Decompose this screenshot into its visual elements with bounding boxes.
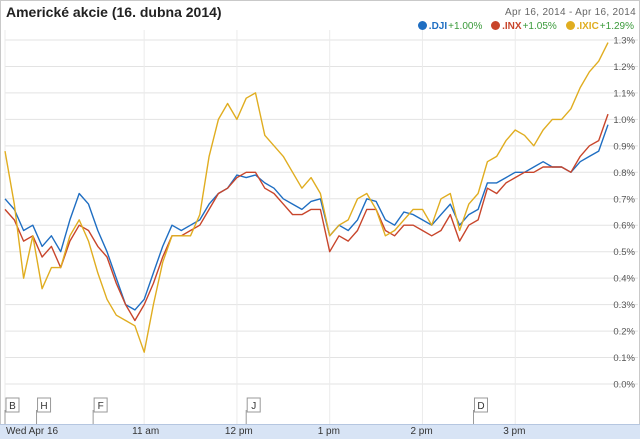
legend-change: +1.29% [599,21,634,32]
legend-item-dji[interactable]: .DJI+1.00% [417,21,485,32]
y-tick-label: 0.1% [613,353,635,364]
series-line-ixic [4,42,609,353]
time-label: 3 pm [503,426,526,437]
legend-item-ixic[interactable]: .IXIC+1.29% [565,21,634,32]
y-tick-label: 0.0% [613,380,635,391]
news-flag-box [246,397,261,413]
legend-symbol: .IXIC [576,21,599,32]
news-flag-label: B [9,401,16,412]
date-range[interactable]: Apr 16, 2014 - Apr 16, 2014 [505,7,636,18]
y-tick-label: 0.4% [613,274,635,285]
legend-item-inx[interactable]: .INX+1.05% [491,21,559,32]
news-flag-box [473,397,488,413]
time-label: 12 pm [224,426,253,437]
news-flag-label: J [251,401,256,412]
y-tick-label: 1.1% [613,88,635,99]
time-label: Wed Apr 16 [6,426,59,437]
chart-title: Americké akcie (16. dubna 2014) [6,4,222,20]
news-flag-box [93,397,108,413]
y-tick-label: 0.3% [613,300,635,311]
legend-dot-icon [491,21,501,30]
news-flag-box [37,397,52,413]
news-flag-label: H [40,401,47,412]
time-label: 1 pm [317,426,340,437]
series-line-inx [4,113,609,322]
time-label: 11 am [132,426,160,437]
legend-change: +1.05% [522,21,557,32]
legend-change: +1.00% [448,21,483,32]
y-tick-label: 0.7% [613,194,635,205]
news-flag-label: D [477,401,484,412]
y-tick-label: 0.2% [613,327,635,338]
y-tick-label: 0.6% [613,221,635,232]
news-flag-label: F [98,401,104,412]
legend-symbol: .INX [502,21,522,32]
time-axis[interactable]: Wed Apr 16 11 am 12 pm 1 pm 2 pm 3 pm [0,424,640,439]
line-chart[interactable]: 0.0% 0.1% 0.2% 0.3% 0.4% 0.5% 0.6% 0.7% 0.8% 0.9%… [0,0,640,424]
y-tick-label: 1.2% [613,62,635,73]
y-tick-label: 0.5% [613,247,635,258]
y-tick-label: 1.0% [613,115,635,126]
time-label: 2 pm [410,426,433,437]
legend-symbol: .DJI [428,21,448,32]
legend: .DJI+1.00% .INX+1.05% .IXIC+1.29% [412,21,634,32]
y-tick-label: 0.9% [613,141,635,152]
news-flag-box [5,397,20,413]
y-tick-label: 0.8% [613,168,635,179]
legend-dot-icon [417,21,427,30]
series-line-dji [4,124,609,311]
legend-dot-icon [565,21,575,30]
y-tick-label: 1.3% [613,36,635,47]
